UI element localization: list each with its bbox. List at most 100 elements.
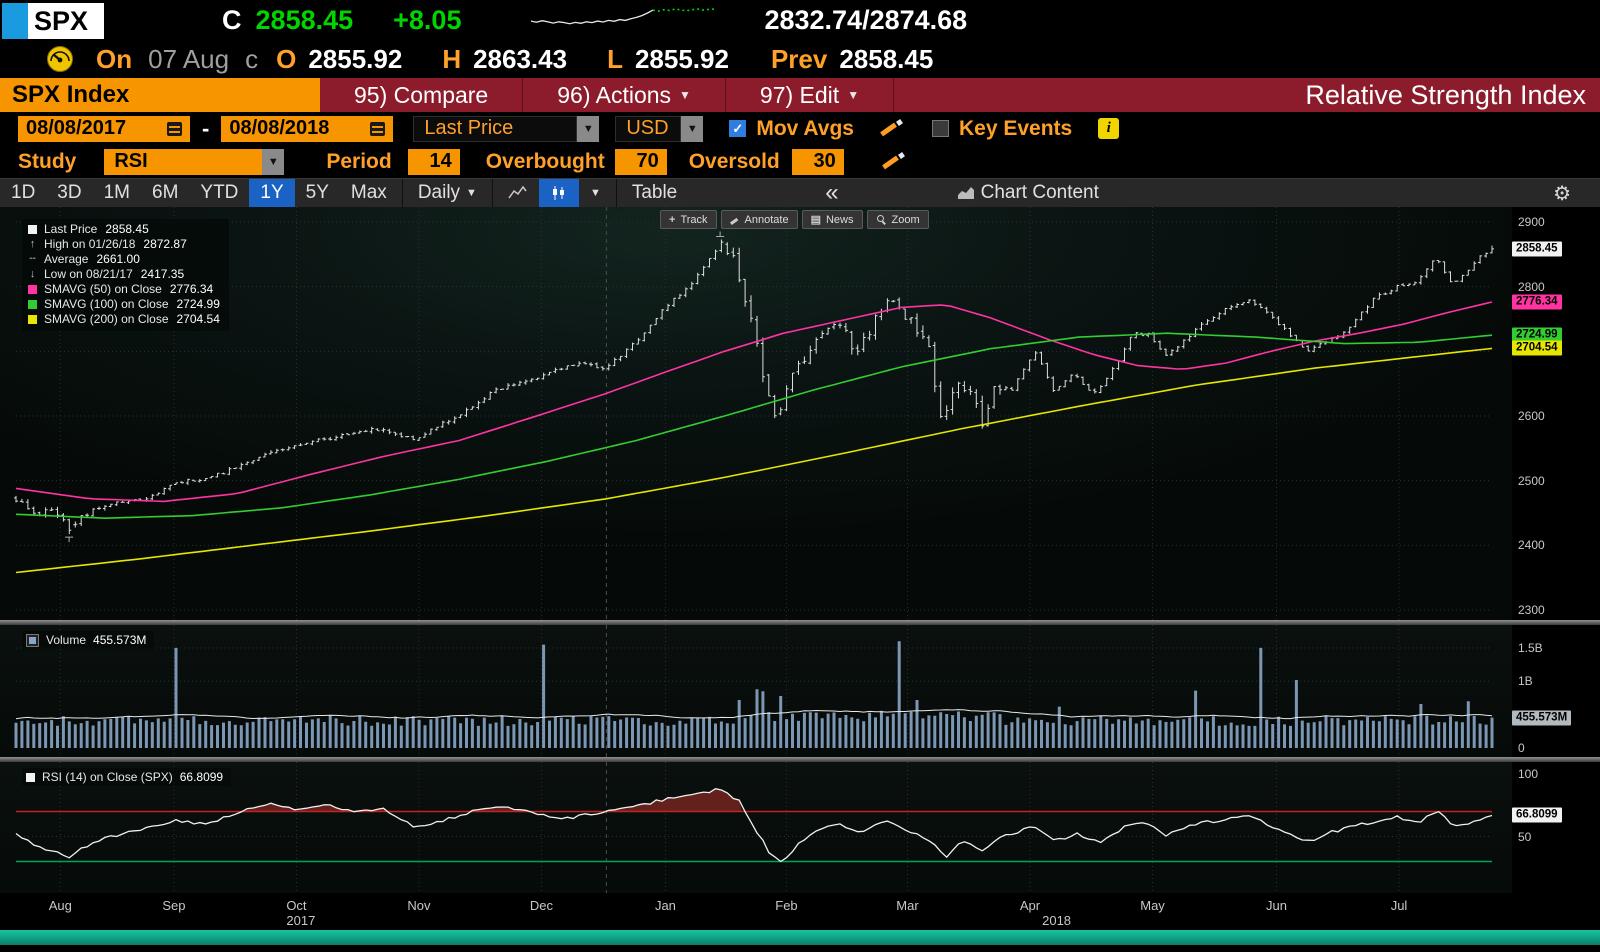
session-date: 07 Aug (148, 43, 230, 74)
calendar-icon[interactable] (167, 121, 182, 136)
legend-item[interactable]: SMAVG (50) on Close 2776.34 (28, 282, 220, 297)
volume-legend[interactable]: Volume 455.573M (22, 631, 155, 649)
zoom-button[interactable]: Zoom (866, 210, 929, 229)
period-field[interactable]: 14 (407, 148, 460, 175)
chevron-down-icon[interactable]: ▼ (681, 115, 704, 142)
intraday-sparkline (531, 8, 715, 25)
frequency-dropdown[interactable]: Daily ▼ (417, 182, 477, 203)
legend-value: 2417.35 (140, 267, 185, 281)
axis-label: 100 (1518, 767, 1539, 781)
prev-label: Prev (770, 43, 828, 74)
low-value: 2855.92 (634, 43, 729, 74)
pane-separator[interactable] (0, 757, 1600, 762)
rsi-legend[interactable]: RSI (14) on Close (SPX) 66.8099 (22, 768, 232, 786)
study-settings-row: Study RSI ▼ Period 14 Overbought 70 Over… (0, 145, 1600, 178)
overbought-field[interactable]: 70 (614, 148, 667, 175)
settings-gear-icon[interactable]: ⚙ (1553, 182, 1571, 205)
legend-item[interactable]: SMAVG (100) on Close 2724.99 (28, 297, 220, 312)
menu-edit[interactable]: 97) Edit ▼ (726, 78, 895, 112)
range-button-1d[interactable]: 1D (11, 182, 36, 203)
time-axis: Aug Sep Oct Nov Dec Jan Feb Mar Apr May Jun Jul 2017… (0, 893, 1600, 930)
line-chart-type-button[interactable] (497, 179, 539, 208)
rsi-legend-icon (26, 772, 35, 782)
price-tag: 2704.54 (1512, 340, 1562, 356)
close-field-label: C (222, 4, 242, 35)
legend-item[interactable]: SMAVG (200) on Close 2704.54 (28, 312, 220, 327)
calendar-icon[interactable] (370, 121, 386, 136)
price-change-value: +8.05 (393, 4, 462, 35)
menu-actions[interactable]: 96) Actions ▼ (523, 78, 726, 112)
legend-item[interactable]: ╌ Average 2661.00 (28, 252, 220, 267)
axis-label: 2300 (1518, 603, 1545, 617)
chevron-down-icon: ▼ (466, 187, 477, 199)
table-button[interactable]: Table (631, 182, 678, 203)
gauge-icon (47, 46, 73, 72)
chevron-down-icon[interactable]: ▼ (577, 115, 600, 142)
collapse-button[interactable]: « (825, 179, 839, 206)
axis-label: 2600 (1518, 409, 1545, 423)
currency-dropdown[interactable]: USD ▼ (615, 115, 704, 142)
legend-marker-icon (28, 285, 37, 294)
range-button-6m[interactable]: 6M (152, 182, 179, 203)
rsi-value: 66.8099 (179, 770, 224, 784)
date-to-field[interactable]: 08/08/2018 (221, 115, 394, 142)
chevron-down-icon[interactable]: ▼ (262, 148, 285, 175)
mov-avgs-checkbox[interactable]: ✓ (729, 120, 747, 137)
news-icon: ▤ (810, 214, 821, 226)
ohlc-bar: On 07 Aug c O 2855.92 H 2863.43 L 2855.9… (0, 40, 1600, 78)
legend-marker-icon (28, 225, 37, 234)
chart-content-button[interactable]: Chart Content (946, 179, 1110, 208)
range-button-1y[interactable]: 1Y (249, 178, 295, 208)
month-label: Nov (407, 898, 431, 913)
legend-item[interactable]: ↓ Low on 08/21/17 2417.35 (28, 267, 220, 282)
price-tag: 2724.99 (1512, 327, 1562, 343)
rsi-chart[interactable] (0, 762, 1512, 893)
price-chart[interactable] (0, 207, 1512, 620)
axis-label: 2500 (1518, 473, 1545, 488)
info-icon[interactable]: i (1098, 118, 1120, 139)
month-label: Jan (654, 898, 676, 913)
range-button-ytd[interactable]: YTD (200, 182, 239, 203)
price-type-dropdown[interactable]: Last Price ▼ (413, 115, 600, 142)
date-from-field[interactable]: 08/08/2017 (18, 115, 190, 142)
legend-label: SMAVG (50) on Close (44, 282, 162, 296)
prev-value: 2858.45 (839, 43, 934, 74)
axis-label: 2900 (1518, 215, 1545, 229)
pencil-icon (730, 215, 740, 225)
axis-label: 2800 (1518, 279, 1545, 294)
session-flag: c (245, 43, 259, 74)
edit-pencil-icon[interactable] (880, 150, 904, 174)
price-tag: 2858.45 (1512, 241, 1562, 257)
oversold-field[interactable]: 30 (791, 148, 844, 175)
chevron-down-icon: ▼ (679, 88, 691, 102)
legend-label: SMAVG (200) on Close (44, 312, 169, 326)
key-events-checkbox[interactable] (931, 120, 949, 137)
legend-item[interactable]: ↑ High on 01/26/18 2872.87 (28, 237, 220, 252)
axis-label: 2700 (1518, 344, 1545, 359)
volume-chart[interactable] (0, 625, 1512, 757)
open-label: O (276, 43, 297, 74)
security-field[interactable]: SPX Index (0, 78, 320, 112)
range-button-5y[interactable]: 5Y (305, 182, 329, 203)
menu-compare[interactable]: 95) Compare (320, 78, 524, 112)
edit-pencil-icon[interactable] (878, 117, 902, 141)
legend-value: 2704.54 (176, 312, 220, 326)
annotate-button[interactable]: Annotate (720, 210, 798, 229)
range-button-1m[interactable]: 1M (103, 182, 130, 203)
range-button-max[interactable]: Max (350, 182, 387, 203)
range-button-3d[interactable]: 3D (57, 182, 82, 203)
track-button[interactable]: + Track (660, 210, 717, 229)
chart-settings-row: 08/08/2017 - 08/08/2018 Last Price ▼ USD… (0, 112, 1600, 145)
chart-type-dropdown[interactable]: ▼ (589, 187, 601, 199)
study-dropdown[interactable]: RSI ▼ (104, 148, 285, 175)
volume-label: Volume (46, 633, 87, 647)
main-legend[interactable]: Last Price 2858.45 ↑ High on 01/26/18 2872.8… (22, 219, 229, 331)
pane-separator[interactable] (0, 620, 1600, 625)
legend-item[interactable]: Last Price 2858.45 (28, 222, 220, 237)
period-label: Period (326, 149, 392, 173)
news-button[interactable]: ▤ News (801, 210, 863, 229)
month-label: Mar (896, 898, 919, 913)
panel-indicator (2, 3, 28, 39)
price-tag: 455.573M (1512, 710, 1572, 726)
candle-chart-type-button[interactable] (538, 178, 579, 208)
